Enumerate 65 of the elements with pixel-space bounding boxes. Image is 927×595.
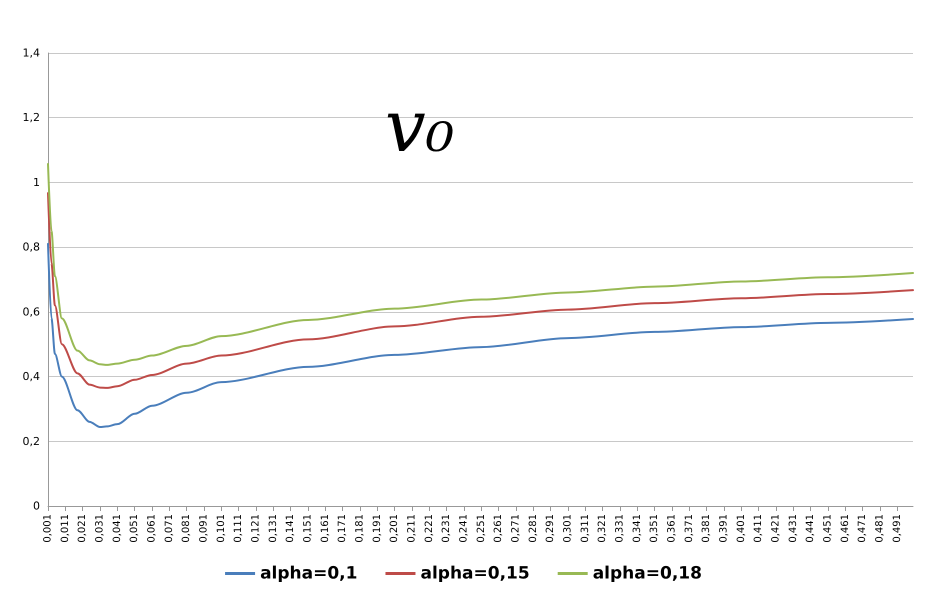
- y-tick-label: 1: [33, 176, 40, 189]
- x-tick-label: 0,401: [736, 514, 747, 543]
- line-series: [47, 192, 914, 389]
- y-tick-label: 0,4: [22, 370, 40, 384]
- x-tick-label: 0,151: [302, 514, 314, 543]
- x-tick-label: 0,021: [77, 514, 88, 543]
- x-tick-label: 0,431: [788, 514, 799, 543]
- x-tick-label: 0,221: [424, 514, 435, 543]
- x-tick-label: 0,051: [129, 514, 140, 543]
- legend-label: alpha=0,15: [420, 564, 530, 584]
- x-tick-label: 0,451: [822, 514, 834, 543]
- x-tick-label: 0,111: [233, 514, 244, 543]
- x-tick-label: 0,271: [510, 514, 522, 543]
- x-tick-label: 0,361: [666, 514, 678, 543]
- x-tick-label: 0,241: [458, 514, 470, 543]
- x-tick-label: 0,131: [268, 514, 279, 543]
- legend-label: alpha=0,1: [260, 564, 358, 584]
- x-tick-label: 0,321: [597, 514, 608, 543]
- x-tick-label: 0,141: [285, 514, 296, 543]
- x-tick-label: 0,081: [181, 514, 192, 543]
- x-tick-label: 0,301: [562, 514, 574, 543]
- y-tick-label: 0,6: [22, 305, 40, 318]
- x-tick-label: 0,421: [770, 514, 782, 543]
- x-tick-label: 0,091: [198, 514, 210, 543]
- x-tick-label: 0,231: [441, 514, 452, 543]
- x-tick-label: 0,251: [476, 514, 487, 543]
- line-series: [47, 242, 914, 428]
- x-tick-label: 0,181: [354, 514, 366, 543]
- x-tick-label: 0,171: [337, 514, 348, 543]
- x-tick-label: 0,211: [406, 514, 418, 543]
- line-series: [47, 162, 914, 366]
- x-tick-label: 0,341: [632, 514, 643, 543]
- x-tick-label: 0,351: [649, 514, 660, 543]
- y-tick-label: 1,2: [22, 111, 40, 124]
- x-tick-label: 0,261: [493, 514, 504, 543]
- text: v₀: [385, 84, 455, 168]
- x-tick-label: 0,001: [42, 514, 54, 543]
- x-tick-label: 0,471: [857, 514, 868, 543]
- y-tick-label: 0: [33, 500, 40, 512]
- x-tick-label: 0,041: [112, 514, 123, 543]
- x-tick-label: 0,281: [528, 514, 539, 543]
- x-tick-label: 0,381: [701, 514, 712, 543]
- y-tick-label: 1,4: [22, 46, 40, 60]
- x-tick-label: 0,311: [580, 514, 591, 543]
- x-tick-label: 0,411: [753, 514, 764, 543]
- x-tick-label: 0,031: [94, 514, 106, 543]
- x-tick-label: 0,191: [372, 514, 383, 543]
- x-tick-label: 0,071: [164, 514, 175, 543]
- x-tick-label: 0,461: [840, 514, 851, 543]
- x-tick-label: 0,101: [216, 514, 227, 543]
- x-tick-label: 0,441: [805, 514, 816, 543]
- x-tick-label: 0,481: [874, 514, 886, 543]
- y-tick-label: 0,2: [22, 434, 40, 448]
- y-tick-label: 0,8: [22, 240, 40, 254]
- x-tick-label: 0,391: [718, 514, 730, 543]
- x-tick-label: 0,491: [892, 514, 903, 543]
- x-tick-label: 0,121: [250, 514, 262, 543]
- legend-label: alpha=0,18: [592, 564, 702, 584]
- x-tick-label: 0,331: [614, 514, 626, 543]
- x-tick-label: 0,161: [320, 514, 331, 543]
- x-tick-label: 0,291: [545, 514, 556, 543]
- x-tick-label: 0,371: [684, 514, 695, 543]
- x-tick-label: 0,061: [146, 514, 158, 543]
- x-tick-label: 0,201: [389, 514, 400, 543]
- x-tick-label: 0,011: [60, 514, 71, 543]
